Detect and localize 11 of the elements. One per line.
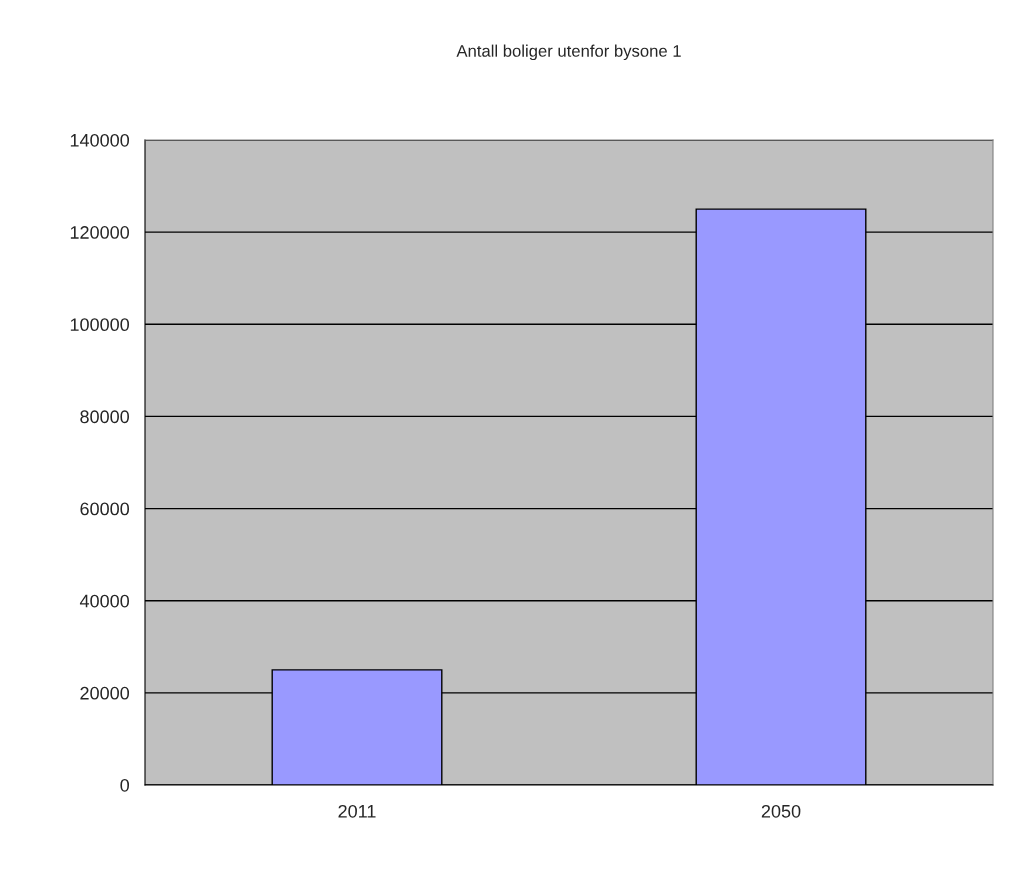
y-tick-label: 40000 bbox=[79, 594, 130, 608]
x-tick-label: 2050 bbox=[761, 804, 801, 818]
y-tick-label: 80000 bbox=[80, 410, 130, 424]
chart-title: Antall boliger utenfor bysone 1 bbox=[456, 44, 681, 61]
y-tick-label: 0 bbox=[120, 778, 130, 792]
x-tick-label: 2011 bbox=[338, 804, 376, 818]
y-tick-label: 120000 bbox=[70, 226, 130, 239]
y-tick-label: 100000 bbox=[70, 318, 130, 332]
y-tick-label: 20000 bbox=[80, 686, 130, 700]
y-tick-label: 140000 bbox=[70, 133, 130, 147]
y-tick-label: 60000 bbox=[80, 502, 130, 516]
